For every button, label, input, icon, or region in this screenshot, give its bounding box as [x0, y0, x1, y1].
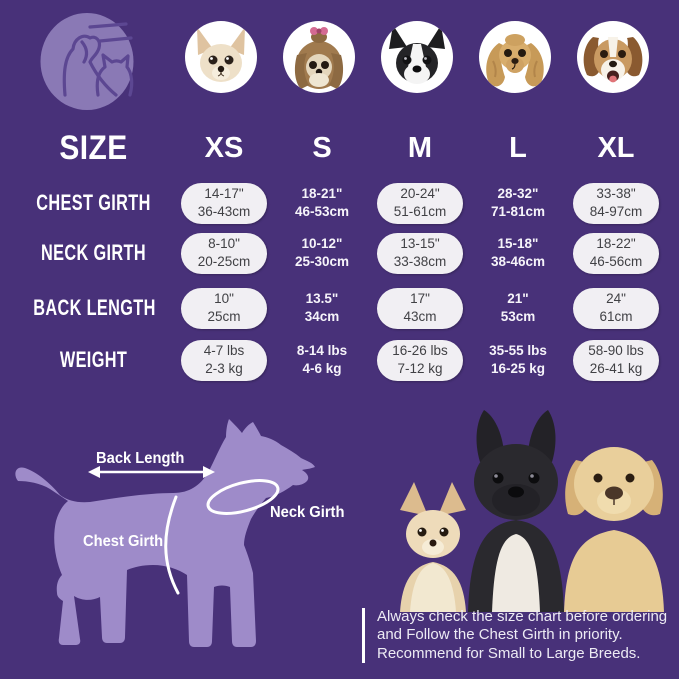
beagle-icon — [577, 21, 649, 93]
size-cell: 24" 61cm — [573, 287, 659, 329]
size-cell: 18-21" 46-53cm — [294, 186, 350, 219]
dog-cat-logo-icon — [40, 13, 134, 110]
size-cell: 33-38" 84-97cm — [573, 182, 659, 224]
dog-measurement-diagram — [15, 419, 315, 647]
row-label: WEIGHT — [59, 347, 128, 372]
chest-girth-label: Chest Girth — [83, 533, 164, 550]
note-line: Always check the size chart before order… — [377, 608, 668, 625]
back-length-label: Back Length — [96, 450, 185, 467]
size-cell: 10" 25cm — [181, 287, 267, 329]
table-row-neck-girth: NECK GIRTH 8-10" 20-25cm 10-12" 25-30cm 13… — [12, 231, 665, 275]
chihuahua-icon — [185, 21, 257, 93]
shih-tzu-icon — [283, 21, 355, 93]
size-cell: 16-26 lbs 7-12 kg — [377, 339, 463, 381]
row-label: BACK LENGTH — [33, 295, 156, 320]
chest-girth-line — [164, 495, 180, 595]
size-cell: 10-12" 25-30cm — [294, 236, 350, 269]
french-bulldog-icon — [468, 410, 564, 612]
size-cell: 58-90 lbs 26-41 kg — [573, 339, 659, 381]
chihuahua-small-icon — [400, 482, 466, 612]
row-label: NECK GIRTH — [40, 240, 146, 265]
neck-girth-label: Neck Girth — [270, 504, 345, 521]
row-label: CHEST GIRTH — [36, 190, 151, 215]
note-line: Recommend for Small to Large Breeds. — [377, 644, 641, 662]
size-cell: 20-24" 51-61cm — [377, 182, 463, 224]
labrador-icon — [564, 447, 664, 612]
breed-trio-illustration — [400, 410, 664, 612]
size-cell: 8-14 lbs 4-6 kg — [296, 343, 348, 376]
size-s: S — [312, 131, 332, 164]
cocker-spaniel-icon — [479, 21, 551, 93]
table-row-weight: WEIGHT 4-7 lbs 2-3 kg 8-14 lbs 4-6 kg 16-2… — [12, 338, 665, 382]
size-header-row: SIZE XS S M L XL — [12, 126, 665, 170]
size-cell: 13.5" 34cm — [304, 291, 340, 324]
boston-terrier-icon — [381, 21, 453, 93]
size-cell: 15-18" 38-46cm — [490, 236, 546, 269]
size-cell: 13-15" 33-38cm — [377, 232, 463, 274]
neck-girth-line — [206, 479, 280, 515]
size-title: SIZE — [59, 128, 128, 167]
double-arrow-icon — [88, 466, 215, 478]
ordering-note: Always check the size chart before order… — [362, 608, 679, 663]
size-xl: XL — [597, 131, 635, 164]
size-cell: 35-55 lbs 16-25 kg — [489, 343, 547, 376]
size-cell: 21" 53cm — [500, 291, 536, 324]
size-cell: 17" 43cm — [377, 287, 463, 329]
note-line: and Follow the Chest Girth in priority. — [377, 626, 623, 644]
size-cell: 8-10" 20-25cm — [181, 232, 267, 274]
size-cell: 28-32" 71-81cm — [490, 186, 546, 219]
size-m: M — [407, 131, 433, 164]
size-cell: 18-22" 46-56cm — [573, 232, 659, 274]
size-l: L — [509, 131, 527, 164]
size-cell: 4-7 lbs 2-3 kg — [181, 339, 267, 381]
table-row-chest-girth: CHEST GIRTH 14-17" 36-43cm 18-21" 46-53cm … — [12, 181, 665, 225]
size-cell: 14-17" 36-43cm — [181, 182, 267, 224]
table-row-back-length: BACK LENGTH 10" 25cm 13.5" 34cm 17" 43cm 21… — [12, 286, 665, 330]
size-xs: XS — [204, 131, 244, 164]
